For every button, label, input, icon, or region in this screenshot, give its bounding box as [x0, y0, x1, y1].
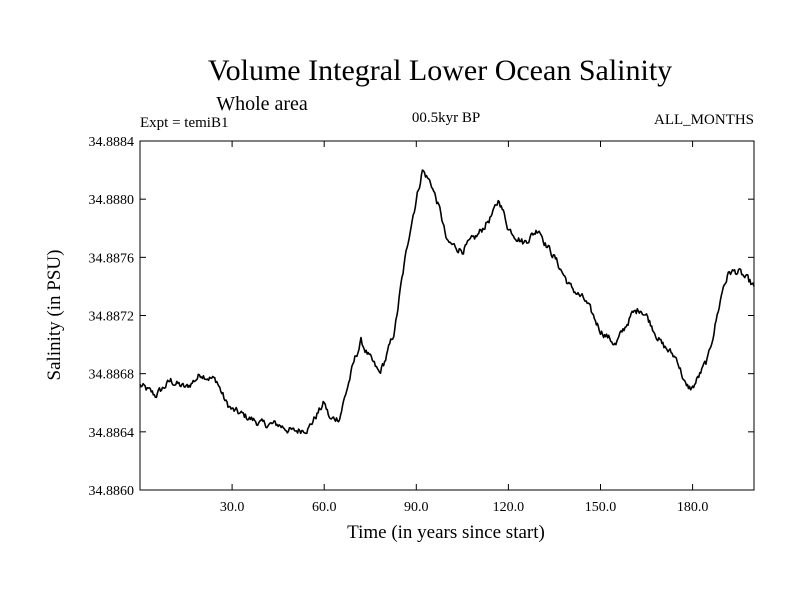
x-tick-label: 120.0 [493, 500, 525, 515]
x-tick-label: 150.0 [585, 500, 617, 515]
x-tick-label: 90.0 [404, 500, 429, 515]
x-tick-label: 30.0 [220, 500, 245, 515]
chart-subtitle: Whole area [216, 93, 308, 115]
y-ticks: 34.8860 34.8864 34.8868 34.8872 34.8876 34.88… [89, 135, 754, 499]
experiment-label: Expt = temiB1 [140, 115, 228, 131]
months-label: ALL_MONTHS [654, 112, 754, 128]
y-tick-label: 34.8880 [89, 193, 135, 208]
y-tick-label: 34.8864 [89, 426, 135, 441]
y-tick-label: 34.8860 [89, 484, 135, 499]
y-axis-label: Salinity (in PSU) [44, 250, 65, 381]
y-tick-label: 34.8872 [89, 310, 135, 325]
y-tick-label: 34.8876 [89, 251, 135, 266]
x-ticks: 30.0 60.0 90.0 120.0 150.0 180.0 [220, 141, 708, 515]
salinity-series-line [139, 169, 755, 435]
x-tick-label: 60.0 [312, 500, 337, 515]
period-label: 00.5kyr BP [412, 110, 480, 126]
x-axis-label: Time (in years since start) [347, 522, 545, 543]
y-tick-label: 34.8884 [89, 135, 135, 150]
y-tick-label: 34.8868 [89, 368, 135, 383]
x-tick-label: 180.0 [677, 500, 709, 515]
chart-title: Volume Integral Lower Ocean Salinity [208, 54, 672, 87]
plot-frame [139, 140, 755, 491]
